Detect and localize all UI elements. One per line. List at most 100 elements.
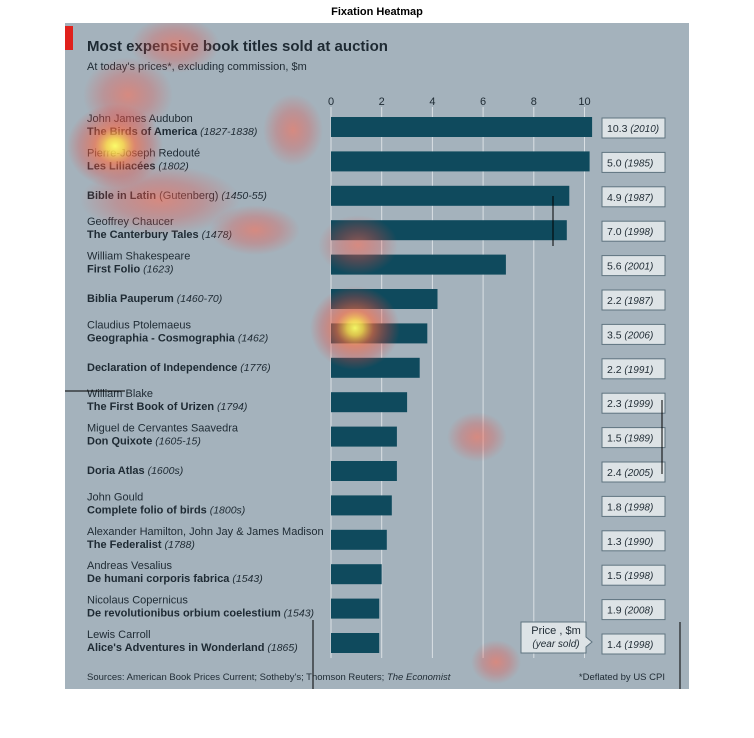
- accent-bar: [65, 26, 73, 50]
- value-box-year: (1990): [622, 537, 654, 548]
- value-box-price: 5.0: [607, 157, 622, 169]
- heat-blob: [80, 165, 240, 235]
- value-box-year: (2010): [627, 124, 659, 135]
- value-box: [601, 220, 666, 242]
- row-author-label: Miguel de Cervantes Saavedra: [87, 423, 239, 435]
- value-box: [601, 358, 666, 380]
- bar: [331, 598, 380, 619]
- row-title-label: Biblia Pauperum (1460-70): [87, 293, 222, 305]
- row-author-label: Claudius Ptolemaeus: [87, 319, 191, 331]
- book-year: (1543): [229, 573, 262, 585]
- x-tick-label: 8: [531, 96, 537, 108]
- value-box: [601, 530, 666, 552]
- value-box-label: 2.4 (2005): [607, 467, 653, 479]
- value-box-year: (1985): [622, 158, 654, 169]
- book-title: Biblia Pauperum: [87, 293, 174, 305]
- book-year: (1605-15): [152, 436, 200, 448]
- value-box-label: 3.5 (2006): [607, 329, 653, 341]
- value-box-year: (1999): [622, 399, 654, 410]
- value-box-label: 1.8 (1998): [607, 501, 653, 513]
- value-box-label: 4.9 (1987): [607, 192, 653, 204]
- value-box-label: 5.0 (1985): [607, 157, 653, 169]
- book-title: Declaration of Independence: [87, 362, 237, 374]
- row-author-label: Andreas Vesalius: [87, 560, 172, 572]
- bar: [331, 151, 590, 172]
- value-box-price: 1.8: [607, 501, 622, 513]
- book-year: (1460-70): [174, 293, 222, 305]
- book-year: (1776): [237, 362, 270, 374]
- value-box: [601, 255, 666, 277]
- row-title-label: Alice's Adventures in Wonderland (1865): [87, 642, 298, 654]
- x-tick-label: 2: [379, 96, 385, 108]
- x-tick-label: 4: [429, 96, 435, 108]
- bar: [331, 392, 408, 413]
- book-year: (1800s): [207, 504, 246, 516]
- value-box: [601, 564, 666, 586]
- heat-blob: [210, 205, 300, 255]
- value-box-price: 1.9: [607, 605, 622, 617]
- heat-blob: [471, 640, 521, 684]
- value-box: [601, 461, 666, 483]
- value-box-price: 2.2: [607, 295, 622, 307]
- row-title-label: Don Quixote (1605-15): [87, 436, 201, 448]
- value-box-price: 2.4: [607, 467, 622, 479]
- value-box-price: 2.3: [607, 398, 622, 410]
- row-title-label: The Federalist (1788): [87, 539, 195, 551]
- book-title: First Folio: [87, 264, 140, 276]
- book-year: (1794): [214, 401, 247, 413]
- bar: [331, 633, 380, 653]
- book-year: (1865): [264, 642, 297, 654]
- value-box-year: (1998): [622, 502, 654, 513]
- value-box-label: 1.5 (1998): [607, 570, 653, 582]
- row-title-label: De humani corporis fabrica (1543): [87, 573, 263, 585]
- row-title-label: Complete folio of birds (1800s): [87, 504, 245, 516]
- bar: [331, 185, 570, 206]
- value-box-price: 1.5: [607, 570, 622, 582]
- value-box-price: 1.5: [607, 433, 622, 445]
- heat-blob: [83, 57, 173, 133]
- value-box-price: 2.2: [607, 364, 622, 376]
- value-box-year: (2006): [622, 330, 654, 341]
- value-box-label: 1.9 (2008): [607, 605, 653, 617]
- book-title: De humani corporis fabrica: [87, 573, 230, 585]
- heat-blob: [310, 286, 400, 370]
- row-title-label: First Folio (1623): [87, 264, 173, 276]
- x-tick-label: 10: [578, 96, 590, 108]
- value-box: [601, 323, 666, 345]
- book-title: De revolutionibus orbium coelestium: [87, 608, 281, 620]
- value-box-year: (1991): [622, 365, 654, 376]
- legend-line2: (year sold): [532, 639, 579, 650]
- heat-blob: [447, 412, 507, 462]
- bar: [331, 117, 593, 137]
- value-box-label: 2.2 (1991): [607, 364, 653, 376]
- heat-blob: [263, 94, 323, 166]
- bar: [331, 426, 397, 447]
- value-box-label: 1.3 (1990): [607, 536, 653, 548]
- row-title-label: De revolutionibus orbium coelestium (154…: [87, 608, 314, 620]
- book-year: (1543): [281, 608, 314, 620]
- row-title-label: Geographia - Cosmographia (1462): [87, 332, 268, 344]
- legend-line1: Price , $m: [531, 625, 581, 637]
- row-author-label: William Shakespeare: [87, 251, 190, 263]
- value-box-year: (1989): [622, 434, 654, 445]
- book-year: (1623): [140, 264, 173, 276]
- value-box-label: 1.4 (1998): [607, 639, 653, 651]
- value-box-price: 7.0: [607, 226, 622, 238]
- value-box-year: (1998): [622, 640, 654, 651]
- row-author-label: Nicolaus Copernicus: [87, 595, 188, 607]
- value-box: [601, 392, 666, 414]
- x-axis-ticks: 0 2 4 6 8 10: [328, 96, 591, 108]
- book-year: (1788): [162, 539, 195, 551]
- heat-blob: [318, 215, 398, 275]
- value-box: [601, 289, 666, 311]
- book-year: (1600s): [145, 465, 184, 477]
- value-box-label: 5.6 (2001): [607, 261, 653, 273]
- value-box: [601, 495, 666, 517]
- value-box: [601, 151, 666, 173]
- value-box: [601, 117, 666, 139]
- value-box-label: 2.3 (1999): [607, 398, 653, 410]
- value-box-year: (1987): [622, 193, 654, 204]
- figure-title: Fixation Heatmap: [331, 6, 423, 18]
- book-year: (1827-1838): [197, 126, 257, 138]
